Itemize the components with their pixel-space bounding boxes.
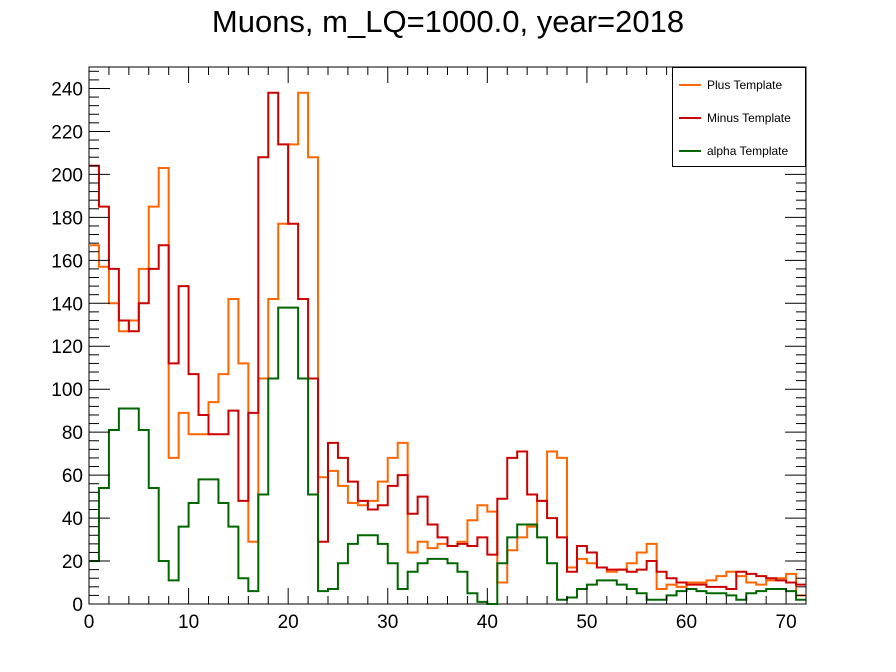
- x-tick-label: 0: [84, 612, 95, 633]
- legend-item-alpha: alpha Template: [679, 141, 788, 161]
- legend-label-alpha: alpha Template: [707, 144, 789, 158]
- y-tick-label: 220: [51, 122, 83, 143]
- chart-title: Muons, m_LQ=1000.0, year=2018: [211, 4, 685, 39]
- y-tick-label: 140: [51, 294, 83, 315]
- y-tick-label: 200: [51, 165, 83, 186]
- series-line-0: [89, 91, 806, 597]
- legend: Plus Template Minus Template alpha Templ…: [672, 67, 806, 167]
- legend-label-plus: Plus Template: [707, 78, 783, 92]
- legend-swatch-alpha: [679, 150, 701, 152]
- y-tick-label: 120: [51, 337, 83, 358]
- x-tick-label: 20: [278, 612, 299, 633]
- y-tick-label: 40: [62, 509, 83, 530]
- legend-item-plus: Plus Template: [679, 75, 782, 95]
- y-tick-label: 160: [51, 251, 83, 272]
- x-tick-label: 40: [477, 612, 498, 633]
- legend-swatch-minus: [679, 117, 701, 119]
- y-tick-label: 20: [62, 552, 83, 573]
- series-line-1: [89, 91, 806, 590]
- x-tick-label: 70: [776, 612, 797, 633]
- y-tick-label: 0: [72, 595, 83, 616]
- y-tick-label: 180: [51, 208, 83, 229]
- x-tick-label: 30: [377, 612, 398, 633]
- y-tick-label: 60: [62, 466, 83, 487]
- y-tick-label: 80: [62, 423, 83, 444]
- x-tick-label: 50: [576, 612, 597, 633]
- x-tick-label: 60: [676, 612, 697, 633]
- y-tick-label: 240: [51, 79, 83, 100]
- x-tick-label: 10: [178, 612, 199, 633]
- legend-swatch-plus: [679, 84, 701, 86]
- legend-item-minus: Minus Template: [679, 108, 791, 128]
- legend-label-minus: Minus Template: [707, 111, 791, 125]
- series-line-2: [89, 306, 806, 605]
- y-tick-label: 100: [51, 380, 83, 401]
